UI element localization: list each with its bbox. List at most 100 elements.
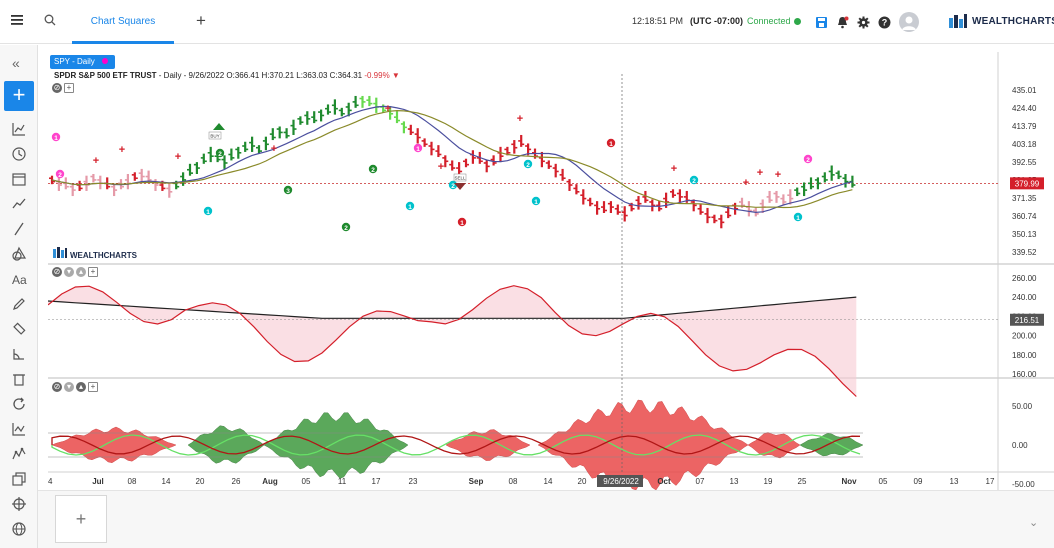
quote-line: SPDR S&P 500 ETF TRUST - Daily - 9/26/20… <box>54 71 400 80</box>
signal-marker <box>531 196 541 206</box>
search-icon[interactable] <box>44 14 56 26</box>
osc1-baseline <box>48 296 857 319</box>
time-axis-label: 19 <box>764 477 773 486</box>
price-panel: 1 2 1 2 3 2 2 1 1 2 1 2 1 1 2 1 2 BUY SELL + + + + + + + + + + + <box>48 95 998 232</box>
ruler-icon[interactable] <box>11 321 27 337</box>
time-axis-label: 26 <box>232 477 241 486</box>
wealthcharts-logo-icon <box>949 14 967 28</box>
pattern-icon[interactable] <box>11 446 27 462</box>
price-axis-label: 424.40 <box>1012 104 1037 113</box>
crosshair-icon[interactable] <box>11 496 27 512</box>
time-axis-label: 09 <box>914 477 923 486</box>
time-axis-label: 14 <box>162 477 171 486</box>
clock-icon[interactable] <box>11 146 27 162</box>
symbol-color-dot <box>101 58 108 64</box>
calendar-icon[interactable] <box>11 171 27 187</box>
menu-icon[interactable] <box>10 13 24 27</box>
indicator-chart-icon[interactable] <box>11 421 27 437</box>
help-icon[interactable]: ? <box>878 16 891 29</box>
osc1-settings-icon[interactable]: ⊘ <box>52 267 62 277</box>
brand-logo: WEALTHCHARTS <box>948 13 1054 29</box>
osc1-last-label: 216.51 <box>1015 316 1040 325</box>
signal-marker <box>803 154 813 164</box>
price-axis-label: 435.01 <box>1012 86 1037 95</box>
symbol-tag[interactable]: SPY - Daily <box>50 55 115 69</box>
osc2-settings-icon[interactable]: ⊘ <box>52 382 62 392</box>
osc2-area <box>263 412 409 479</box>
globe-icon[interactable] <box>11 521 27 537</box>
price-axis-label: 413.79 <box>1012 122 1037 131</box>
osc2-down-icon[interactable]: ▾ <box>64 382 74 392</box>
time-axis-label: 08 <box>509 477 518 486</box>
signal-marker-label: 2 <box>371 167 375 174</box>
chevron-down-icon[interactable]: ⌄ <box>1029 517 1039 529</box>
quote-high: H:370.21 <box>261 71 295 80</box>
price-axis-label: 360.74 <box>1012 212 1037 221</box>
quote-open: O:366.41 <box>226 71 260 80</box>
chart-type-icon[interactable] <box>11 121 27 137</box>
time-axis-label: Jul <box>92 477 104 486</box>
buy-tag-label: BUY <box>210 134 219 139</box>
quote-low: L:363.03 <box>296 71 328 80</box>
price-axis-label: 392.55 <box>1012 158 1037 167</box>
bottom-bar <box>38 490 1054 548</box>
osc2-axis-label: -50.00 <box>1012 480 1035 489</box>
osc2-red-line <box>51 435 861 455</box>
price-panel-controls: ⊘ + <box>52 83 74 93</box>
trash-icon[interactable] <box>11 371 27 387</box>
osc1-axis-label: 180.00 <box>1012 351 1037 360</box>
time-axis-label: 13 <box>950 477 959 486</box>
text-tool-icon[interactable]: Aa <box>11 271 27 287</box>
osc1-last-tag <box>1010 313 1044 326</box>
refresh-icon[interactable] <box>11 396 27 412</box>
panel-settings-icon[interactable]: ⊘ <box>52 83 62 93</box>
add-chart-button[interactable]: + <box>55 495 107 543</box>
shapes-icon[interactable] <box>11 246 27 262</box>
signal-marker-label: 1 <box>206 209 210 216</box>
add-tab-button[interactable]: + <box>196 11 206 30</box>
plus-marker: + <box>271 143 277 155</box>
time-axis-label: 9/26/2022 <box>603 477 639 486</box>
timezone: (UTC -07:00) <box>690 16 744 26</box>
add-indicator-button[interactable]: + <box>4 81 34 111</box>
last-price-tag <box>1010 177 1044 190</box>
collapse-sidebar-icon[interactable]: « <box>12 55 20 71</box>
plus-marker: + <box>119 144 125 156</box>
quote-name: SPDR S&P 500 ETF TRUST <box>54 71 157 80</box>
trend-icon[interactable] <box>11 196 27 212</box>
osc2-up-icon[interactable]: ▴ <box>76 382 86 392</box>
time-axis-label: 17 <box>986 477 995 486</box>
osc2-axis-label: 50.00 <box>1012 402 1033 411</box>
pencil-icon[interactable] <box>11 296 27 312</box>
osc1-axis-label: 160.00 <box>1012 370 1037 379</box>
symbol-label: SPY - Daily <box>54 57 95 66</box>
save-icon[interactable] <box>815 16 828 29</box>
oscillator-panel-1 <box>48 285 998 397</box>
price-axis-label: 339.52 <box>1012 248 1037 257</box>
plus-marker: + <box>385 103 391 115</box>
signal-marker <box>341 222 351 232</box>
plus-marker: + <box>757 167 763 179</box>
signal-marker <box>203 206 213 216</box>
signal-marker-label: 2 <box>526 162 530 169</box>
line-tool-icon[interactable] <box>11 221 27 237</box>
cursor-date-tag <box>597 475 643 487</box>
osc2-expand-icon[interactable]: + <box>88 382 98 392</box>
osc1-expand-icon[interactable]: + <box>88 267 98 277</box>
avatar[interactable] <box>899 12 919 32</box>
price-axis-label: 350.13 <box>1012 230 1037 239</box>
layers-icon[interactable] <box>11 471 27 487</box>
gear-icon[interactable] <box>857 16 870 29</box>
angle-icon[interactable] <box>11 346 27 362</box>
panel-expand-icon[interactable]: + <box>64 83 74 93</box>
alert-bell-icon[interactable] <box>836 16 849 29</box>
time-axis-label: 17 <box>372 477 381 486</box>
time-axis-label: 23 <box>409 477 418 486</box>
quote-close: C:364.31 <box>329 71 363 80</box>
moving-average-slow <box>51 109 853 209</box>
osc1-up-icon[interactable]: ▴ <box>76 267 86 277</box>
tab-chart-squares[interactable]: Chart Squares <box>72 0 174 44</box>
osc1-fill <box>48 285 857 397</box>
osc1-down-icon[interactable]: ▾ <box>64 267 74 277</box>
